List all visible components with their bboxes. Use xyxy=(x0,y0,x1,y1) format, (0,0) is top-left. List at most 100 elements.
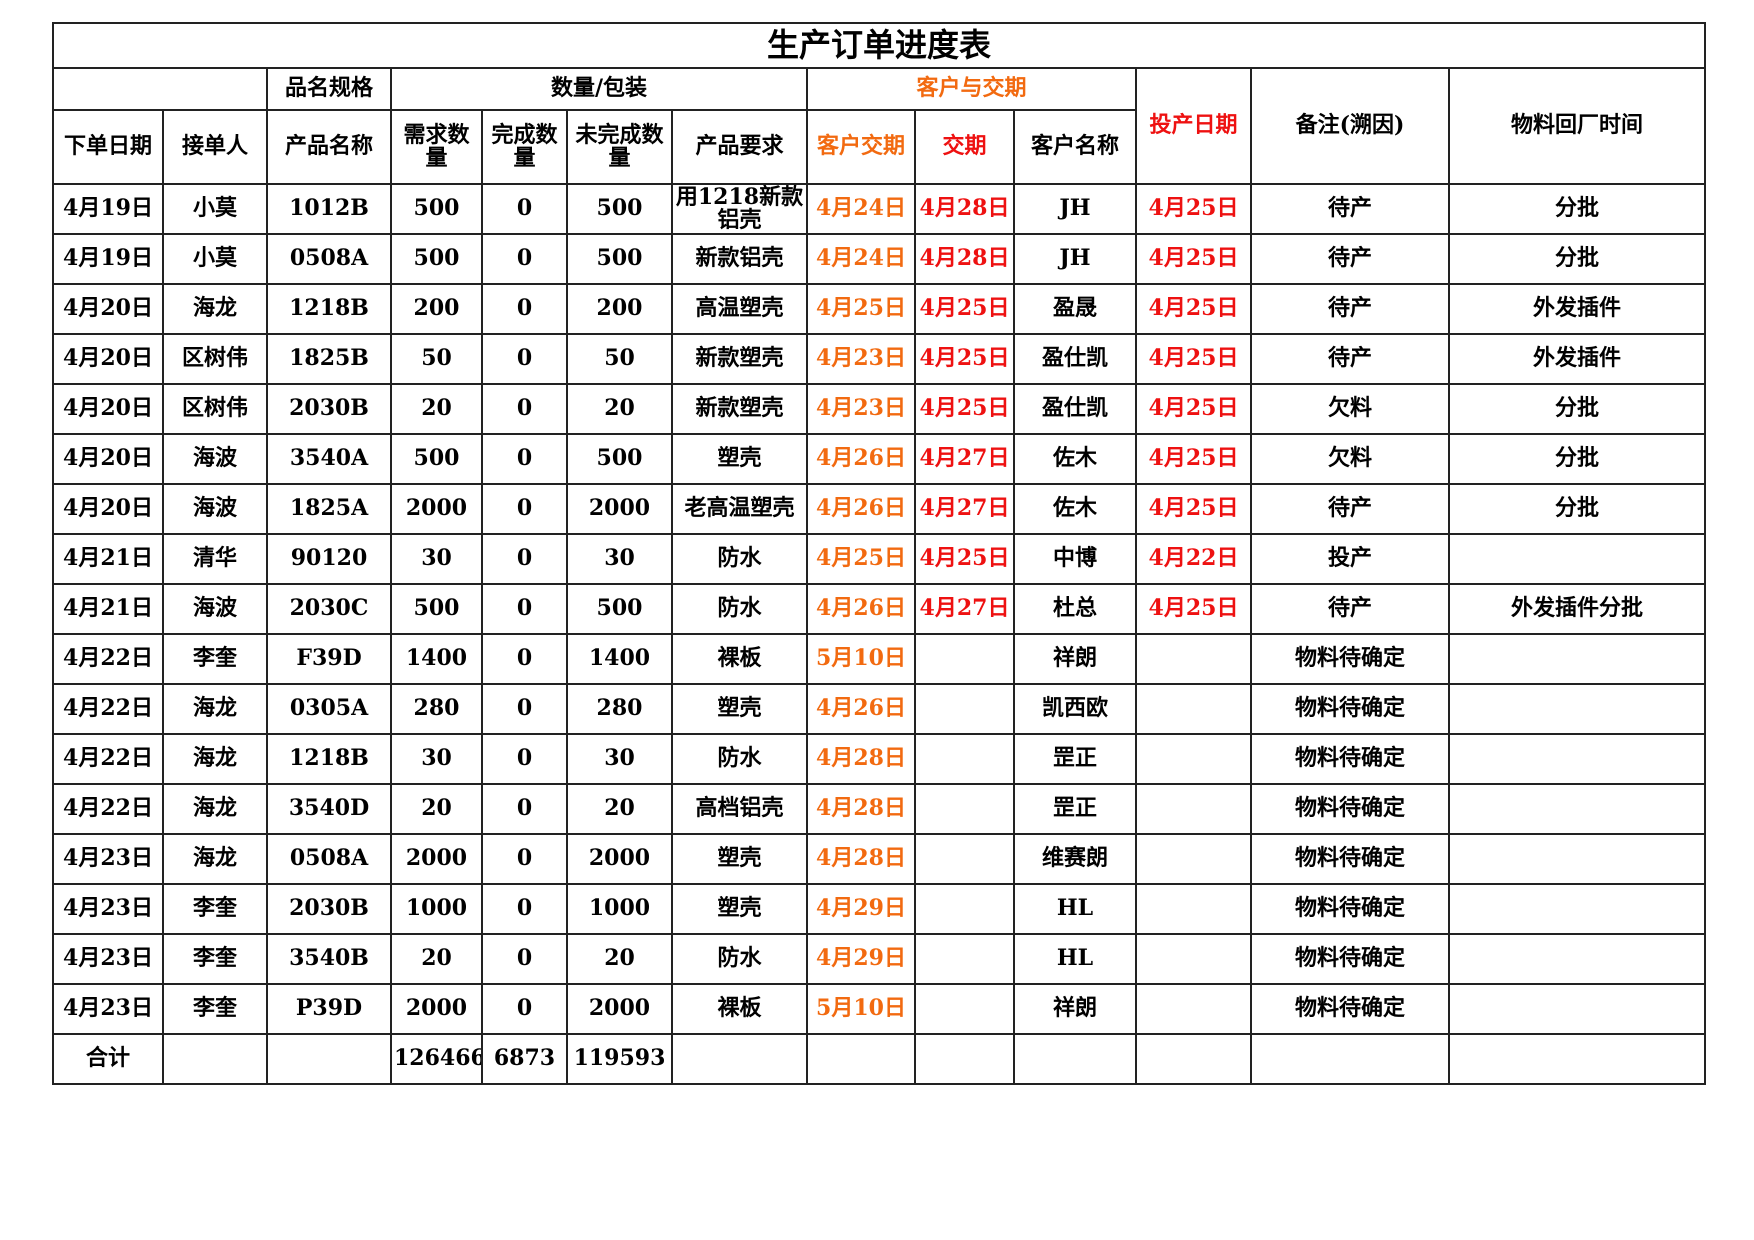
total-cell: 6873 xyxy=(481,1033,568,1085)
cell: 4月21日 xyxy=(52,533,164,585)
cell: 4月25日 xyxy=(914,333,1015,385)
cell: 2030B xyxy=(266,883,392,935)
header-row: 下单日期 接单人 产品名称 需求数量 完成数量 未完成数量 产品要求 客户交期 交期 客户名称 xyxy=(52,109,1705,185)
cell: 4月22日 xyxy=(1135,533,1252,585)
cell: 4月28日 xyxy=(914,233,1015,285)
cell: 1000 xyxy=(390,883,483,935)
cell: 0 xyxy=(481,983,568,1035)
cell: 2030C xyxy=(266,583,392,635)
cell: HL xyxy=(1013,883,1137,935)
cell: 4月26日 xyxy=(806,433,916,485)
cell: 防水 xyxy=(671,583,808,635)
table-title: 生产订单进度表 xyxy=(51,22,1707,69)
cell: 防水 xyxy=(671,933,808,985)
cell: 外发插件 xyxy=(1447,283,1707,335)
cell: 塑壳 xyxy=(671,883,808,935)
cell: 分批 xyxy=(1447,183,1707,235)
cell: 4月25日 xyxy=(914,283,1015,335)
cell: 4月28日 xyxy=(806,783,916,835)
cell: 新款塑壳 xyxy=(671,333,808,385)
cell: 0 xyxy=(481,433,568,485)
cell: 30 xyxy=(566,733,673,785)
cell: 500 xyxy=(566,233,673,285)
header-group: 品名规格 xyxy=(266,67,392,111)
cell xyxy=(1135,683,1252,735)
data-row: 4月19日 小莫 0508A 500 0 500 新款铝壳 4月24日 4月28日 JH 4月25日… xyxy=(52,233,1707,285)
cell: 0508A xyxy=(266,233,392,285)
header-cell: 需求数量 xyxy=(390,109,483,185)
data-row: 4月20日 区树伟 2030B 20 0 20 新款塑壳 4月23日 4月25日 盈仕凯 4月25日… xyxy=(52,383,1707,435)
total-row: 合计 126466 6873 119593 xyxy=(52,1033,1707,1085)
cell xyxy=(1447,533,1707,585)
cell: 待产 xyxy=(1250,183,1450,235)
cell: 1400 xyxy=(390,633,483,685)
cell: 海龙 xyxy=(162,783,268,835)
cell: 分批 xyxy=(1447,433,1707,485)
cell: 20 xyxy=(566,933,673,985)
cell: 物料待确定 xyxy=(1250,783,1450,835)
cell: 佐木 xyxy=(1013,483,1137,535)
cell: 0 xyxy=(481,483,568,535)
data-row: 4月23日 李奎 P39D 2000 0 2000 裸板 5月10日 祥朗 物料待确定 xyxy=(52,983,1707,1035)
cell: 500 xyxy=(390,433,483,485)
cell: 分批 xyxy=(1447,383,1707,435)
total-cell: 126466 xyxy=(390,1033,483,1085)
cell: 海龙 xyxy=(162,283,268,335)
cell: 4月25日 xyxy=(1135,333,1252,385)
total-cell xyxy=(914,1033,1015,1085)
cell: 中博 xyxy=(1013,533,1137,585)
header-group-row: 品名规格 数量/包装 客户与交期 投产日期 备注(溯因) 物料回厂时间 xyxy=(52,67,1707,185)
cell: 区树伟 xyxy=(162,333,268,385)
cell: 4月28日 xyxy=(806,833,916,885)
cell: 4月22日 xyxy=(52,783,164,835)
cell: 待产 xyxy=(1250,483,1450,535)
cell: 30 xyxy=(390,733,483,785)
cell: 30 xyxy=(390,533,483,585)
total-cell: 119593 xyxy=(566,1033,673,1085)
cell: 4月24日 xyxy=(806,233,916,285)
cell: 500 xyxy=(390,583,483,635)
total-cell xyxy=(1013,1033,1137,1085)
cell: 1825A xyxy=(266,483,392,535)
cell: 4月26日 xyxy=(806,683,916,735)
cell: 4月25日 xyxy=(1135,433,1252,485)
cell: 物料待确定 xyxy=(1250,983,1450,1035)
cell xyxy=(914,733,1015,785)
cell: 高档铝壳 xyxy=(671,783,808,835)
header-cell: 备注(溯因) xyxy=(1250,67,1450,185)
cell: 4月20日 xyxy=(52,433,164,485)
cell: 投产 xyxy=(1250,533,1450,585)
cell: 裸板 xyxy=(671,983,808,1035)
cell xyxy=(1135,983,1252,1035)
cell: 4月26日 xyxy=(806,583,916,635)
cell: 50 xyxy=(390,333,483,385)
cell: 20 xyxy=(566,383,673,435)
cell: 海龙 xyxy=(162,683,268,735)
header-cell: 客户名称 xyxy=(1013,109,1137,185)
cell xyxy=(914,883,1015,935)
header-cell: 物料回厂时间 xyxy=(1447,67,1707,185)
cell xyxy=(1447,933,1707,985)
cell: 新款塑壳 xyxy=(671,383,808,435)
cell: 4月27日 xyxy=(914,483,1015,535)
cell: 祥朗 xyxy=(1013,633,1137,685)
cell: 李奎 xyxy=(162,633,268,685)
total-cell xyxy=(806,1033,916,1085)
cell: 4月19日 xyxy=(52,233,164,285)
cell: 4月20日 xyxy=(52,483,164,535)
total-cell xyxy=(162,1033,268,1085)
cell: 维赛朗 xyxy=(1013,833,1137,885)
data-row: 4月22日 海龙 1218B 30 0 30 防水 4月28日 罡正 物料待确定 xyxy=(52,733,1707,785)
cell: 0 xyxy=(481,533,568,585)
cell: 4月23日 xyxy=(806,383,916,435)
cell xyxy=(1135,783,1252,835)
cell: 盈仕凯 xyxy=(1013,383,1137,435)
table-body: 生产订单进度表 品名规格 数量/包装 客户与交期 投产日期 备注(溯因) 物料回厂时间 下单日… xyxy=(51,22,1707,1085)
cell: 4月25日 xyxy=(914,383,1015,435)
cell: 0 xyxy=(481,333,568,385)
cell xyxy=(1447,983,1707,1035)
cell xyxy=(1135,833,1252,885)
cell: 2000 xyxy=(390,983,483,1035)
cell: 4月23日 xyxy=(52,883,164,935)
cell: 0 xyxy=(481,183,568,235)
